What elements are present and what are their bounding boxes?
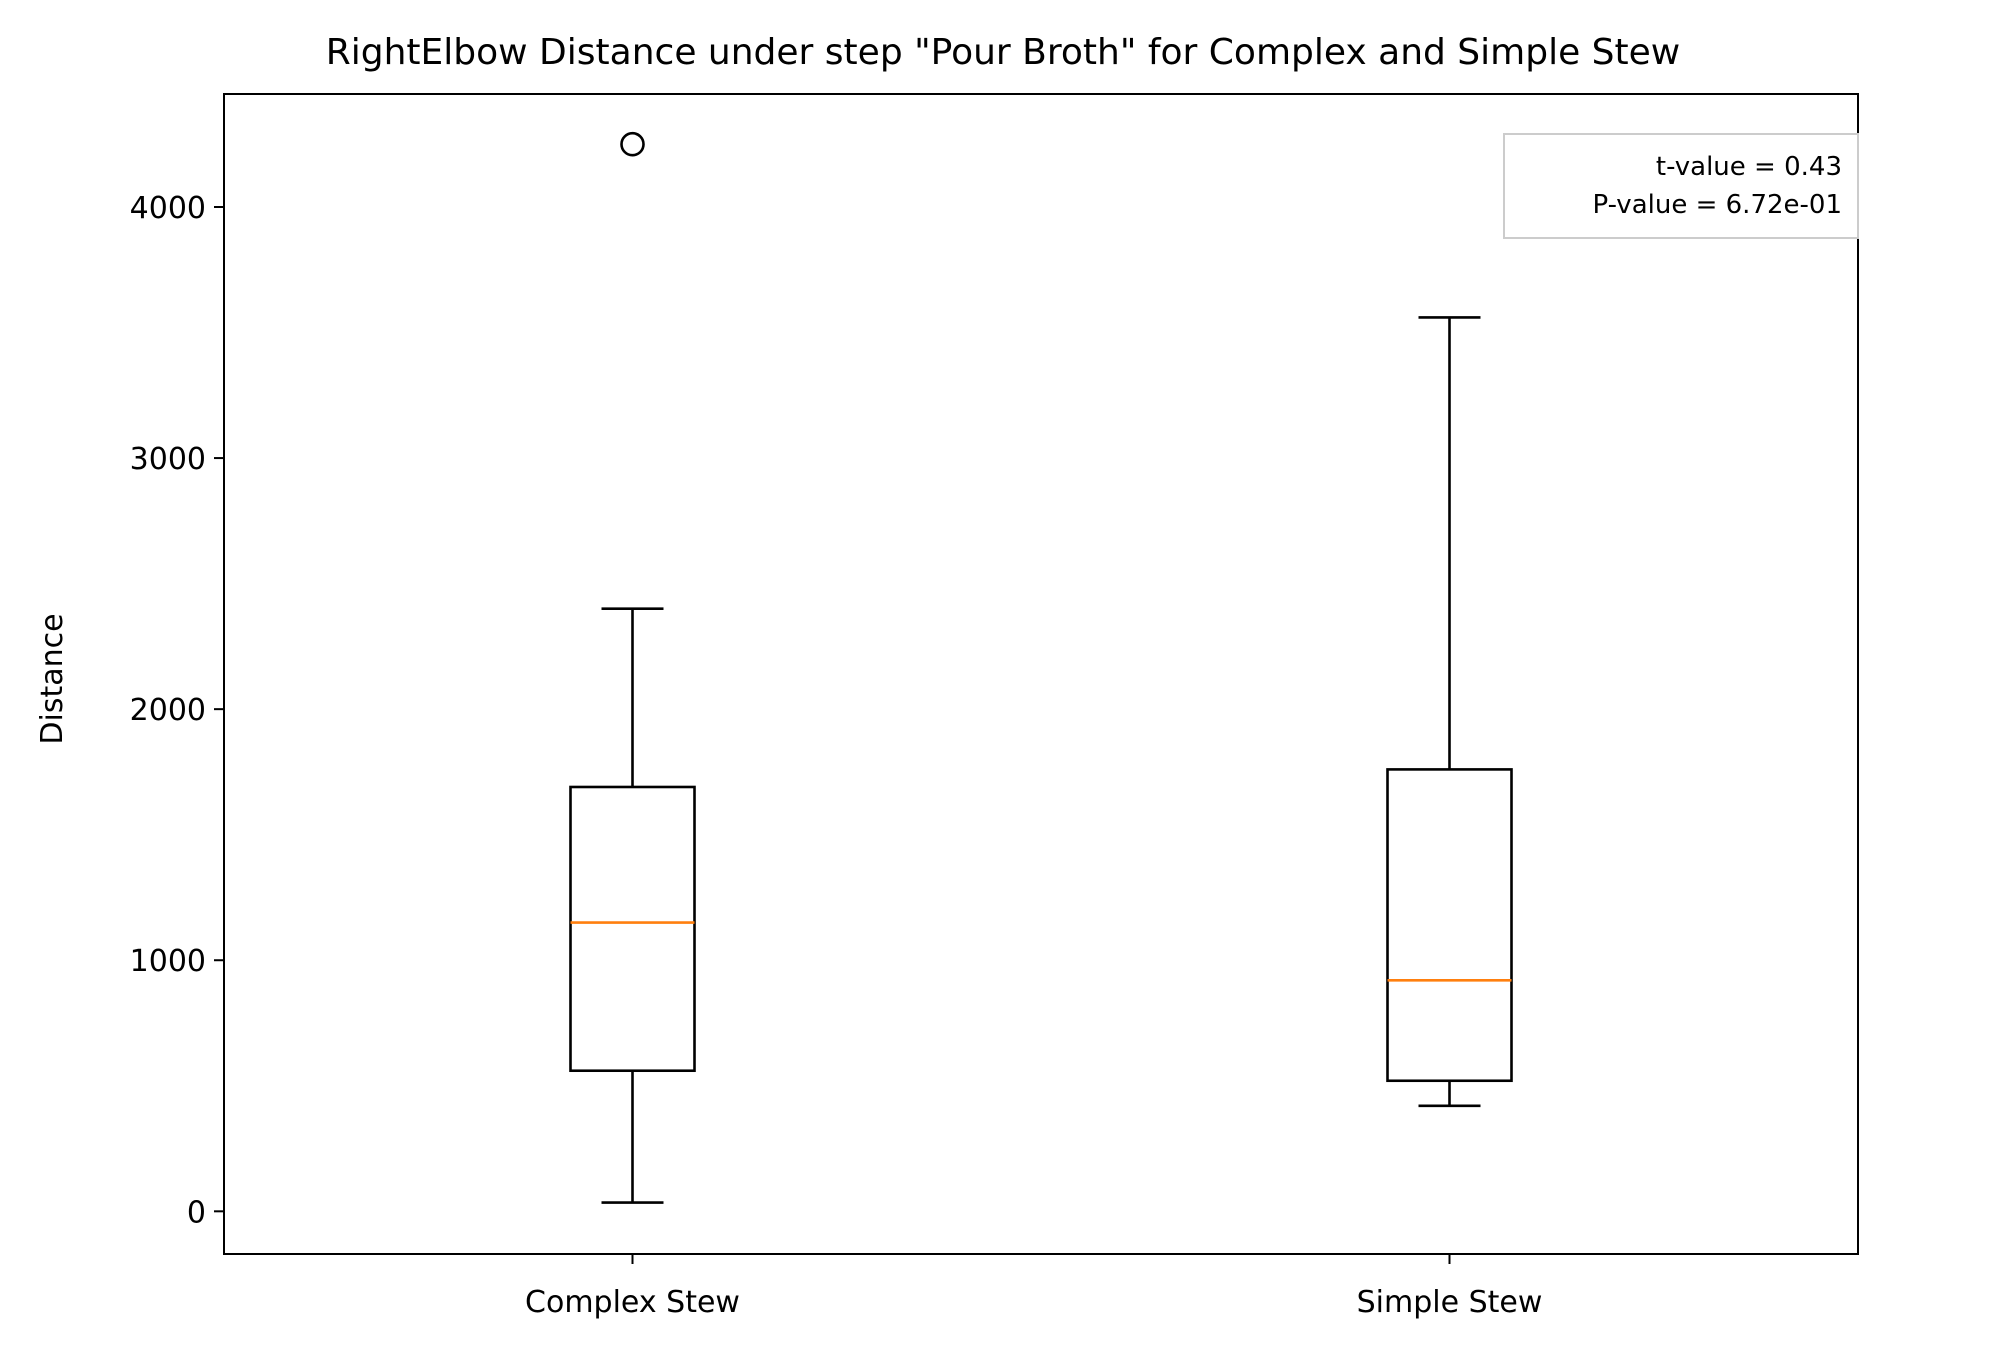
y-tick-label: 2000 <box>130 693 206 728</box>
y-tick-label: 0 <box>187 1195 206 1230</box>
plot-area <box>223 93 1859 1255</box>
y-tick-label: 1000 <box>130 944 206 979</box>
boxes <box>569 131 1513 1204</box>
y-axis: 0 1000 2000 3000 4000 <box>130 191 224 1230</box>
annotation-box <box>1503 133 1859 239</box>
x-tick-label: Simple Stew <box>1357 1285 1543 1320</box>
y-tick-label: 4000 <box>130 191 206 226</box>
x-axis: Complex Stew Simple Stew <box>525 1254 1542 1320</box>
iqr-box <box>1386 768 1513 1083</box>
box-2 <box>1386 316 1513 1108</box>
x-tick-label: Complex Stew <box>525 1285 740 1320</box>
outlier-point <box>620 131 645 157</box>
y-axis-label: Distance <box>35 613 70 744</box>
chart-title: RightElbow Distance under step "Pour Bro… <box>326 32 1680 73</box>
p-value-text: P-value = 6.72e-01 <box>1593 190 1842 220</box>
t-value-text: t-value = 0.43 <box>1656 152 1842 182</box>
y-tick-label: 3000 <box>130 442 206 477</box>
stats-annotation: t-value = 0.43 P-value = 6.72e-01 <box>1503 133 1859 239</box>
iqr-box <box>569 785 696 1073</box>
box-1 <box>569 131 696 1204</box>
